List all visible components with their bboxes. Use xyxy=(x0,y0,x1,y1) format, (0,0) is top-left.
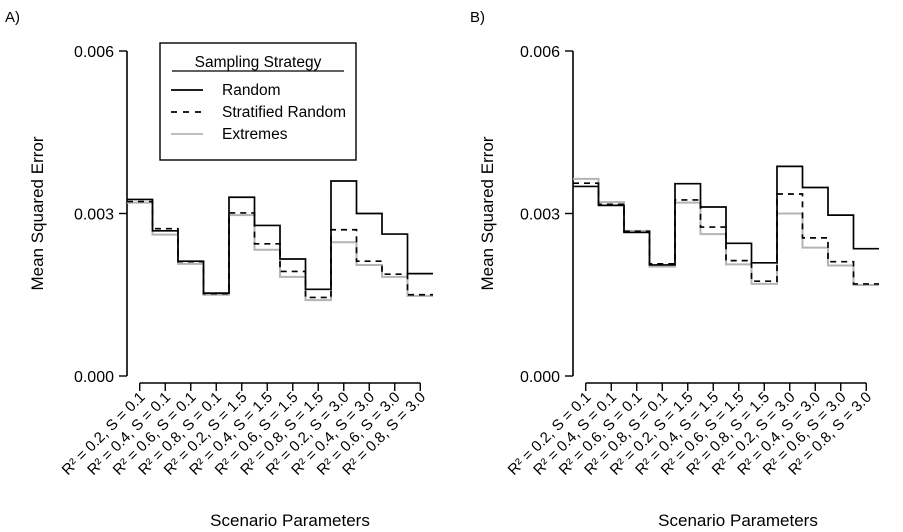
legend-box xyxy=(159,42,357,161)
panel-label: B) xyxy=(470,9,485,26)
y-tick-label: 0.000 xyxy=(74,369,114,386)
y-tick-label: 0.003 xyxy=(520,207,560,224)
y-tick-label: 0.003 xyxy=(74,207,114,224)
y-tick-label: 0.006 xyxy=(74,44,114,61)
y-axis-label: Mean Squared Error xyxy=(478,136,497,290)
legend-label-random: Random xyxy=(222,82,281,99)
series-line-random xyxy=(127,180,433,294)
legend-title: Sampling Strategy xyxy=(195,54,322,71)
x-axis-label: Scenario Parameters xyxy=(210,511,370,530)
legend: Sampling Strategy Random Stratified Random… xyxy=(159,42,357,161)
y-tick-label: 0.006 xyxy=(520,44,560,61)
legend-label-extremes: Extremes xyxy=(222,126,288,143)
panel-label: A) xyxy=(5,9,20,26)
y-tick-label: 0.000 xyxy=(520,369,560,386)
legend-label-stratified-random: Stratified Random xyxy=(222,104,346,121)
x-axis-label: Scenario Parameters xyxy=(658,511,818,530)
y-axis-label: Mean Squared Error xyxy=(28,136,47,290)
series-line-random xyxy=(573,165,879,266)
